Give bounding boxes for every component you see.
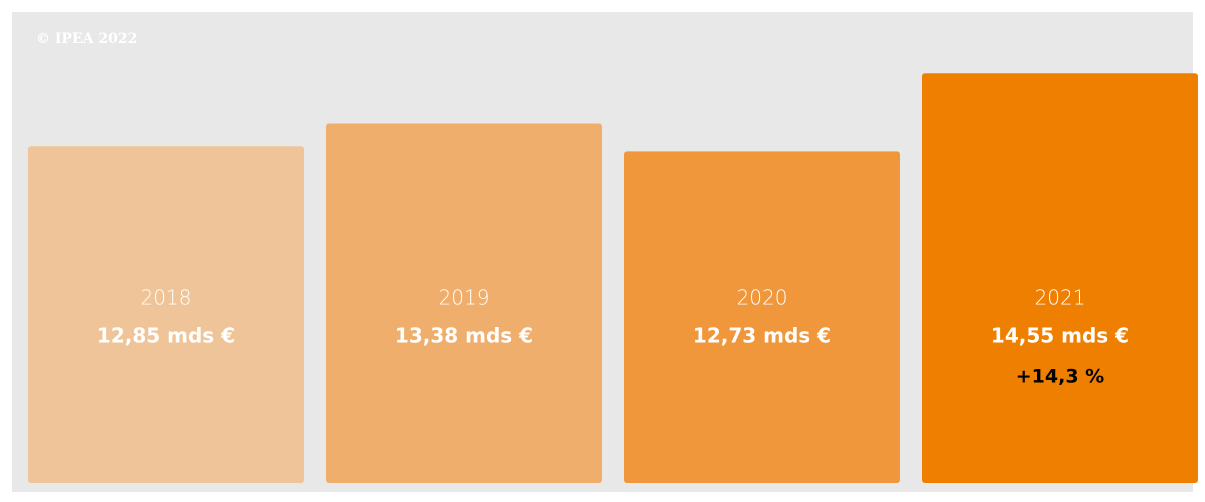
category-label: 2021 — [1035, 286, 1086, 310]
category-label: 2019 — [439, 286, 490, 310]
credit: © IPEA 2022 — [36, 31, 137, 47]
category-label: 2018 — [141, 286, 192, 310]
bar — [28, 146, 304, 484]
value-label: 12,85 mds € — [97, 324, 235, 348]
bar — [624, 151, 900, 483]
value-label: 12,73 mds € — [693, 324, 831, 348]
bar — [922, 73, 1198, 484]
value-label: 14,55 mds € — [991, 324, 1129, 348]
annotation: +14,3 % — [1016, 366, 1104, 388]
bar — [326, 123, 602, 484]
value-label: 13,38 mds € — [395, 324, 533, 348]
category-label: 2020 — [737, 286, 788, 310]
